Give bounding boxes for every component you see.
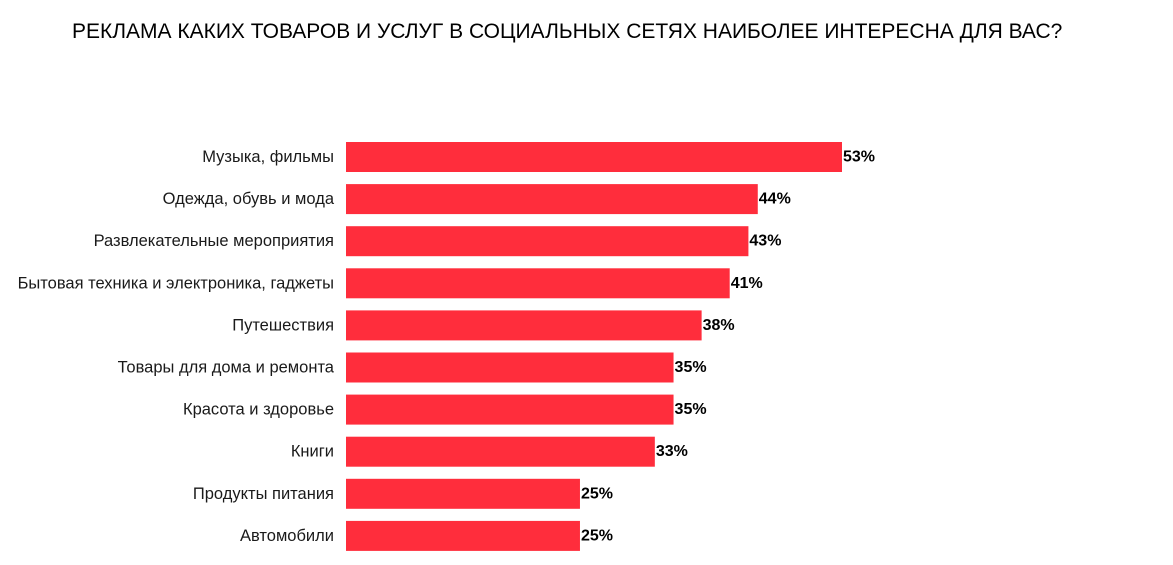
bar-row: Одежда, обувь и мода 44%: [163, 184, 791, 215]
category-label: Продукты питания: [193, 485, 334, 503]
data-label: 25%: [581, 485, 613, 502]
data-label: 44%: [759, 191, 791, 208]
data-label: 53%: [843, 149, 875, 166]
category-label: Бытовая техника и электроника, гаджеты: [18, 274, 334, 292]
data-label: 35%: [675, 359, 707, 376]
bar: [346, 436, 655, 467]
bar-row: Автомобили 25%: [240, 520, 613, 551]
data-label: 35%: [675, 401, 707, 418]
bar-row: Музыка, фильмы 53%: [202, 142, 875, 172]
bar: [346, 394, 674, 425]
bar-row: Товары для дома и ремонта 35%: [118, 352, 707, 383]
data-label: 43%: [749, 233, 781, 250]
category-label: Книги: [291, 443, 334, 461]
category-label: Товары для дома и ремонта: [118, 359, 335, 377]
bar: [346, 310, 702, 341]
bar-row: Продукты питания 25%: [193, 478, 613, 509]
category-label: Автомобили: [240, 527, 334, 545]
data-label: 38%: [703, 317, 735, 334]
bar: [346, 226, 749, 257]
data-label: 25%: [581, 527, 613, 544]
bar-row: Книги 33%: [291, 436, 688, 467]
category-label: Красота и здоровье: [183, 401, 334, 419]
bar-row: Красота и здоровье 35%: [183, 394, 707, 425]
bar: [346, 142, 842, 172]
category-label: Музыка, фильмы: [202, 148, 334, 166]
bar-row: Путешествия 38%: [232, 310, 735, 341]
chart-title: РЕКЛАМА КАКИХ ТОВАРОВ И УСЛУГ В СОЦИАЛЬН…: [72, 20, 1063, 43]
bars-layer: Музыка, фильмы 53% Одежда, обувь и мода 44%…: [18, 142, 875, 551]
bar-row: Развлекательные мероприятия 43%: [94, 226, 781, 257]
category-label: Развлекательные мероприятия: [94, 232, 334, 250]
bar: [346, 268, 730, 299]
bar: [346, 520, 580, 551]
data-label: 33%: [656, 443, 688, 460]
bar: [346, 352, 674, 383]
category-label: Путешествия: [232, 316, 334, 334]
bar: [346, 478, 580, 509]
bar: [346, 184, 758, 215]
data-label: 41%: [731, 275, 763, 292]
bar-row: Бытовая техника и электроника, гаджеты 41…: [18, 268, 763, 299]
category-label: Одежда, обувь и мода: [163, 190, 335, 208]
